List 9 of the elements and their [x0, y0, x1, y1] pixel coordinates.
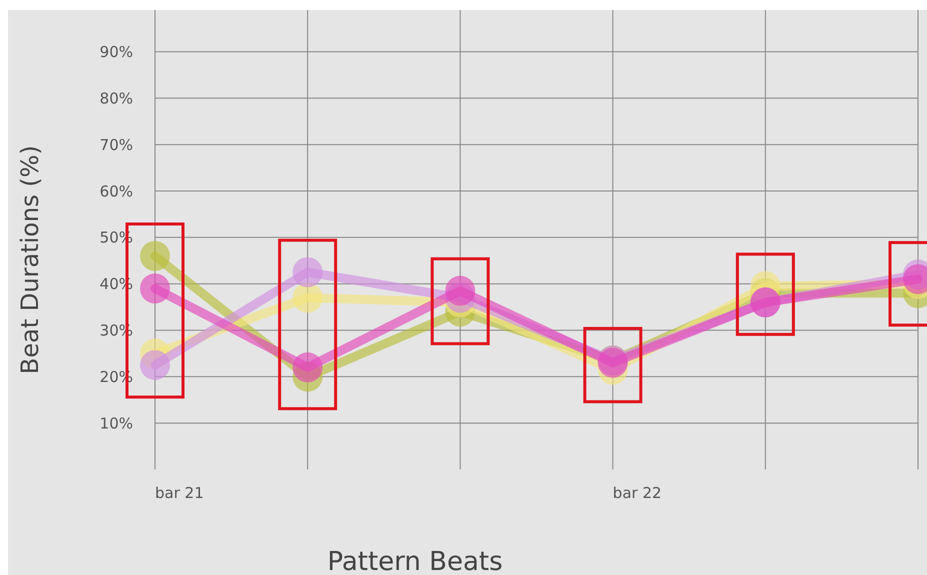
x-tick-label: bar 21 — [155, 484, 204, 502]
y-tick-label: 10% — [100, 414, 133, 432]
y-tick-label: 80% — [100, 89, 133, 108]
x-axis-title: Pattern Beats — [327, 547, 503, 575]
x-tick-label: bar 22 — [612, 484, 662, 502]
y-tick-label: 70% — [100, 136, 133, 154]
y-tick-label: 90% — [100, 43, 133, 62]
y-axis-title: Beat Durations (%) — [16, 145, 44, 374]
y-tick-label: 60% — [100, 182, 133, 200]
